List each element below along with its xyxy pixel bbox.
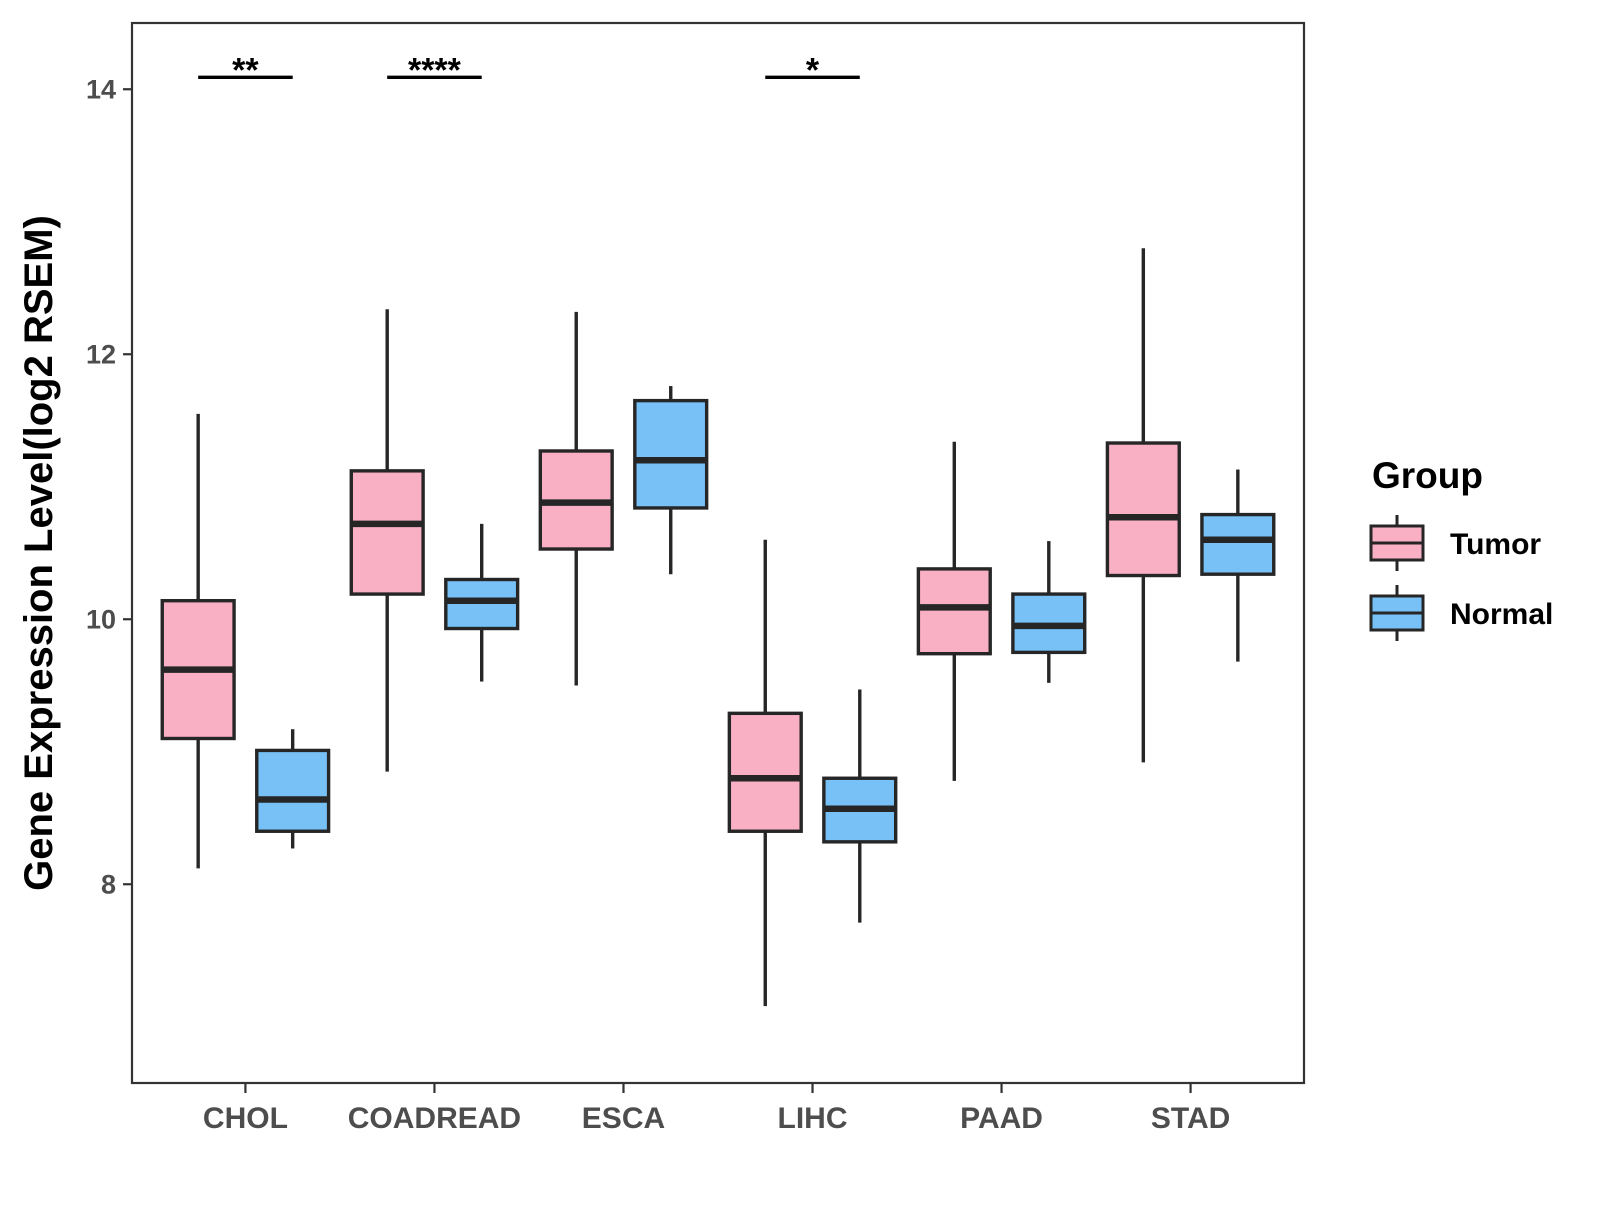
legend: Group Tumor Normal: [1369, 455, 1553, 641]
box-body: [255, 748, 331, 833]
box-normal-coadread: [444, 523, 520, 682]
legend-label-normal: Normal: [1450, 598, 1553, 631]
box-body: [444, 577, 520, 631]
y-tick-label: 14: [86, 74, 116, 104]
y-axis-title: Gene Expression Level(log2 RSEM): [17, 215, 61, 891]
box-tumor-lihc: [727, 539, 803, 1007]
significance-label: *: [806, 51, 820, 89]
box-normal-chol: [255, 729, 331, 849]
box-tumor-esca: [538, 311, 614, 686]
significance-label: ****: [408, 51, 462, 89]
legend-label-tumor: Tumor: [1450, 528, 1541, 561]
box-body: [633, 398, 709, 510]
box-body: [916, 567, 992, 656]
box-tumor-stad: [1105, 248, 1181, 763]
box-body: [1105, 441, 1181, 578]
box-tumor-paad: [916, 441, 992, 781]
x-tick-label: ESCA: [582, 1102, 665, 1135]
y-tick-label: 10: [86, 604, 116, 634]
x-tick-label: STAD: [1151, 1102, 1230, 1135]
x-tick-label: COADREAD: [348, 1102, 521, 1135]
x-tick-label: CHOL: [203, 1102, 288, 1135]
significance-label: **: [232, 51, 259, 89]
box-tumor-chol: [160, 413, 236, 869]
box-body: [727, 711, 803, 833]
box-body: [1200, 512, 1276, 576]
x-tick-label: PAAD: [960, 1102, 1043, 1135]
y-tick-label: 8: [101, 869, 116, 899]
y-tick-label: 12: [86, 339, 116, 369]
box-tumor-coadread: [349, 309, 425, 772]
box-body: [349, 469, 425, 596]
box-normal-lihc: [822, 689, 898, 923]
legend-title: Group: [1372, 455, 1483, 496]
box-normal-esca: [633, 386, 709, 575]
x-tick-label: LIHC: [778, 1102, 848, 1135]
box-normal-stad: [1200, 469, 1276, 662]
box-normal-paad: [1011, 541, 1087, 683]
